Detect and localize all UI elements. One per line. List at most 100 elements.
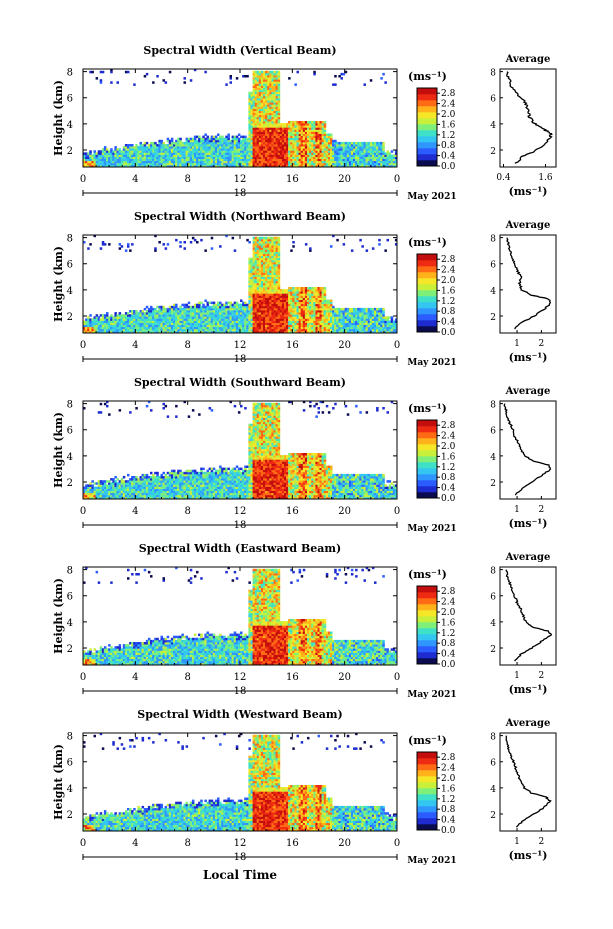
- heatmap-cell: [200, 139, 203, 143]
- heatmap-cell: [106, 148, 109, 151]
- heatmap-cell: [323, 156, 327, 159]
- heatmap-cell: [242, 137, 245, 141]
- heatmap-cell: [309, 148, 312, 151]
- heatmap-cell: [258, 77, 262, 80]
- heatmap-cell: [154, 156, 157, 159]
- heatmap-cell: [279, 152, 283, 155]
- heatmap-cell: [91, 160, 94, 164]
- heatmap-cell: [256, 93, 260, 97]
- heatmap-cell: [221, 141, 224, 145]
- heatmap-cell: [160, 141, 163, 145]
- heatmap-cell: [214, 160, 218, 164]
- heatmap-cell: [256, 135, 260, 139]
- heatmap-cell: [89, 154, 92, 157]
- heatmap-cell: [265, 144, 268, 147]
- heatmap-cell: [269, 102, 272, 105]
- heatmap-cell: [248, 152, 251, 155]
- heatmap-cell: [254, 81, 258, 84]
- heatmap-cell: [327, 148, 331, 151]
- heatmap-cell: [298, 135, 302, 139]
- heatmap-cell: [258, 154, 262, 157]
- heatmap-cell: [302, 148, 306, 151]
- heatmap-cell: [221, 148, 224, 151]
- heatmap-cell: [177, 141, 180, 145]
- heatmap-cell: [175, 139, 178, 143]
- heatmap-cell: [254, 108, 258, 111]
- heatmap-cell: [296, 125, 299, 128]
- heatmap-cell: [147, 144, 151, 147]
- heatmap-cell: [219, 139, 222, 143]
- heatmap-cell: [271, 114, 274, 118]
- heatmap-cell: [294, 154, 297, 157]
- heatmap-cell: [263, 135, 266, 139]
- heatmap-cell: [131, 146, 134, 149]
- heatmap-cell: [99, 79, 103, 82]
- heatmap-cell: [181, 154, 184, 157]
- heatmap-cell: [296, 156, 299, 159]
- heatmap-cell: [323, 137, 327, 141]
- heatmap-cell: [277, 148, 281, 151]
- heatmap-cell: [152, 158, 155, 162]
- heatmap-cell: [93, 154, 96, 157]
- heatmap-cell: [139, 158, 142, 162]
- heatmap-cell: [235, 152, 239, 155]
- heatmap-cell: [206, 158, 209, 162]
- heatmap-cell: [273, 160, 276, 164]
- heatmap-cell: [321, 156, 325, 159]
- heatmap-cell: [273, 72, 276, 76]
- heatmap-cell: [97, 154, 101, 157]
- heatmap-cell: [208, 141, 212, 145]
- heatmap-cell: [219, 148, 222, 151]
- heatmap-cell: [183, 156, 186, 159]
- heatmap-cell: [93, 160, 96, 164]
- heatmap-cell: [250, 150, 253, 153]
- heatmap-cell: [336, 152, 339, 155]
- heatmap-cell: [89, 158, 92, 162]
- heatmap-cell: [346, 162, 350, 166]
- heatmap-cell: [189, 241, 193, 244]
- heatmap-cell: [252, 77, 256, 80]
- heatmap-cell: [177, 148, 180, 151]
- heatmap-cell: [214, 156, 218, 159]
- heatmap-cell: [298, 160, 302, 164]
- heatmap-cell: [133, 160, 136, 164]
- heatmap-cell: [235, 135, 239, 139]
- heatmap-cell: [275, 150, 279, 153]
- heatmap-cell: [196, 139, 199, 143]
- heatmap-cell: [235, 162, 239, 166]
- heatmap-cell: [330, 299, 333, 302]
- heatmap-cell: [321, 141, 325, 145]
- heatmap-cell: [275, 129, 279, 132]
- heatmap-cell: [99, 70, 103, 74]
- heatmap-cell: [332, 150, 335, 153]
- heatmap-cell: [286, 125, 289, 128]
- heatmap-cell: [250, 106, 253, 109]
- heatmap-cell: [214, 135, 218, 139]
- heatmap-cell: [265, 125, 268, 128]
- heatmap-cell: [325, 158, 329, 162]
- heatmap-cell: [240, 148, 243, 151]
- heatmap-cell: [273, 102, 276, 105]
- heatmap-cell: [260, 160, 264, 164]
- heatmap-cell: [166, 156, 170, 159]
- heatmap-cell: [127, 70, 130, 74]
- heatmap-cell: [340, 150, 343, 153]
- heatmap-cell: [304, 160, 308, 164]
- heatmap-cell: [227, 164, 230, 168]
- heatmap-cell: [87, 156, 90, 159]
- heatmap-cell: [189, 154, 193, 157]
- heatmap-cell: [265, 108, 268, 111]
- heatmap-cell: [288, 133, 291, 136]
- heatmap-cell: [219, 160, 222, 164]
- heatmap-cell: [344, 152, 348, 155]
- heatmap-cell: [193, 160, 197, 164]
- heatmap-cell: [273, 100, 276, 103]
- heatmap-cell: [309, 123, 312, 126]
- heatmap-cell: [292, 154, 295, 157]
- heatmap-cell: [248, 158, 251, 162]
- heatmap-cell: [244, 139, 247, 143]
- heatmap-cell: [290, 150, 293, 153]
- heatmap-cell: [258, 162, 262, 166]
- heatmap-cell: [307, 164, 310, 168]
- heatmap-cell: [252, 106, 256, 109]
